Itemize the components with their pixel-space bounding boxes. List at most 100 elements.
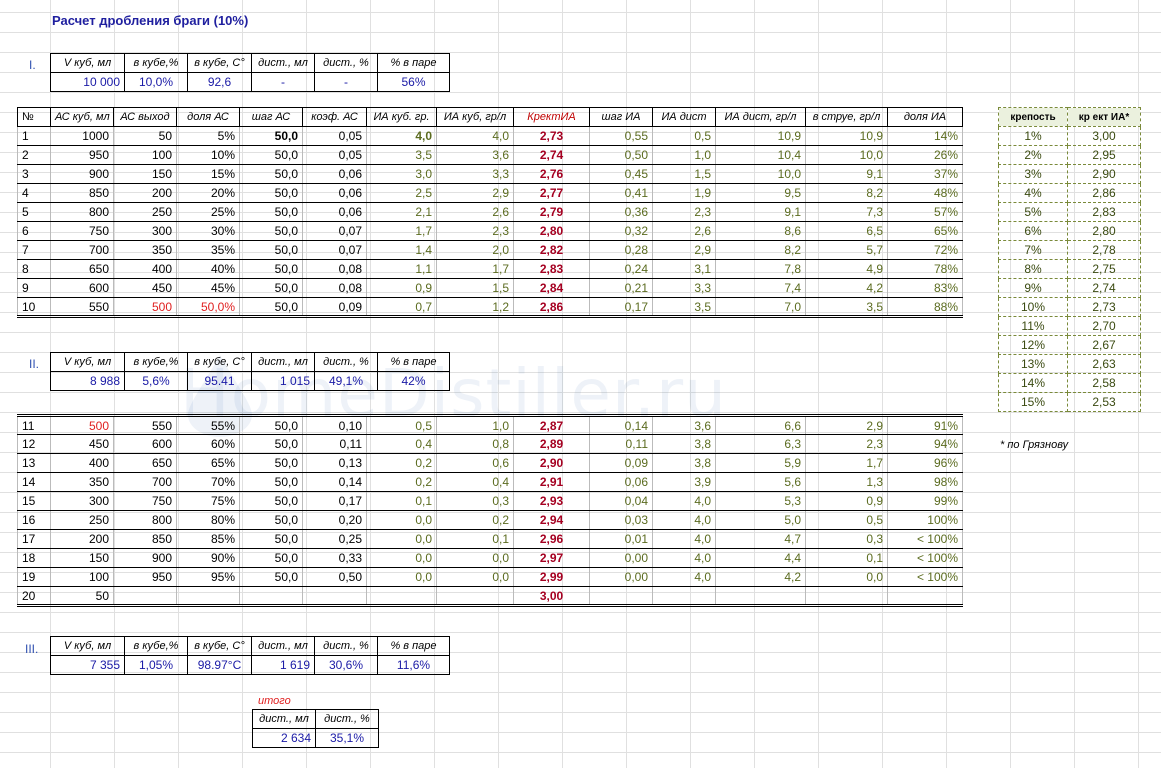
cell[interactable]: 50,0 (239, 297, 303, 318)
cell[interactable]: 0,20 (302, 510, 367, 530)
cell[interactable]: 5% (998, 202, 1068, 222)
cell[interactable]: 17 (17, 529, 51, 549)
cell[interactable]: 0,50 (589, 145, 653, 165)
cell[interactable]: 250 (50, 510, 114, 530)
cell[interactable]: 600 (50, 278, 114, 298)
cell[interactable] (589, 586, 653, 607)
cell[interactable]: 13 (17, 453, 51, 473)
cell[interactable]: 9 (17, 278, 51, 298)
cell[interactable]: 2,94 (513, 510, 590, 530)
cell[interactable]: 50,0 (239, 145, 303, 165)
cell[interactable]: 40% (176, 259, 240, 279)
cell[interactable]: 2,86 (513, 297, 590, 318)
cell[interactable]: 3,9 (652, 472, 716, 492)
cell[interactable]: 200 (50, 529, 114, 549)
cell[interactable]: 750 (50, 221, 114, 241)
cell[interactable]: 35,1% (315, 728, 379, 748)
cell[interactable]: 750 (113, 491, 177, 511)
cell[interactable]: 2,90 (1067, 164, 1141, 184)
cell[interactable]: 15% (176, 164, 240, 184)
cell[interactable]: 0,5 (652, 126, 716, 146)
cell[interactable]: 10 000 (50, 72, 125, 92)
cell[interactable]: 0,0 (366, 567, 437, 587)
cell[interactable]: 650 (113, 453, 177, 473)
cell[interactable]: 350 (113, 240, 177, 260)
cell[interactable]: 50,0 (239, 434, 303, 454)
cell[interactable]: 50,0 (239, 529, 303, 549)
cell[interactable]: 50,0 (239, 491, 303, 511)
cell[interactable]: 37% (887, 164, 963, 184)
cell[interactable]: 4,7 (715, 529, 806, 549)
cell[interactable]: 2,9 (436, 183, 514, 203)
cell[interactable]: 18 (17, 548, 51, 568)
cell[interactable]: 2 (17, 145, 51, 165)
cell[interactable]: 100% (887, 510, 963, 530)
cell[interactable]: 7,4 (715, 278, 806, 298)
cell[interactable]: 2% (998, 145, 1068, 165)
cell[interactable]: 0,08 (302, 278, 367, 298)
cell[interactable]: 6 (17, 221, 51, 241)
cell[interactable]: 0,3 (436, 491, 514, 511)
cell[interactable]: 0,09 (302, 297, 367, 318)
cell[interactable]: 4,0 (652, 567, 716, 587)
cell[interactable]: 9,1 (715, 202, 806, 222)
cell[interactable]: 50,0 (239, 183, 303, 203)
cell[interactable]: 550 (113, 414, 177, 435)
cell[interactable]: 6,3 (715, 434, 806, 454)
cell[interactable]: < 100% (887, 529, 963, 549)
cell[interactable]: 80% (176, 510, 240, 530)
cell[interactable]: 0,36 (589, 202, 653, 222)
cell[interactable]: 1 (17, 126, 51, 146)
cell[interactable]: 8,2 (805, 183, 888, 203)
cell[interactable]: 2,77 (513, 183, 590, 203)
cell[interactable]: 0,05 (302, 145, 367, 165)
cell[interactable]: 3% (998, 164, 1068, 184)
cell[interactable]: 10,0 (805, 145, 888, 165)
cell[interactable]: 83% (887, 278, 963, 298)
cell[interactable]: 1,9 (652, 183, 716, 203)
cell[interactable]: 2,63 (1067, 354, 1141, 374)
cell[interactable]: 0,32 (589, 221, 653, 241)
cell[interactable]: 0,00 (589, 567, 653, 587)
cell[interactable]: 25% (176, 202, 240, 222)
cell[interactable]: 5,6 (715, 472, 806, 492)
cell[interactable]: 50,0% (176, 297, 240, 318)
cell[interactable]: 10% (176, 145, 240, 165)
cell[interactable]: 800 (50, 202, 114, 222)
cell[interactable]: 0,2 (436, 510, 514, 530)
cell[interactable]: 2,90 (513, 453, 590, 473)
cell[interactable]: 4,2 (805, 278, 888, 298)
cell[interactable]: 98% (887, 472, 963, 492)
cell[interactable]: 60% (176, 434, 240, 454)
cell[interactable]: 4,0 (652, 548, 716, 568)
cell[interactable]: 0,25 (302, 529, 367, 549)
cell[interactable]: 3,5 (805, 297, 888, 318)
cell[interactable]: 30,6% (314, 655, 378, 675)
cell[interactable]: 3,00 (513, 586, 590, 607)
cell[interactable]: 0,00 (589, 548, 653, 568)
cell[interactable]: 88% (887, 297, 963, 318)
cell[interactable]: 16 (17, 510, 51, 530)
cell[interactable]: 50,0 (239, 259, 303, 279)
cell[interactable]: 7 355 (50, 655, 125, 675)
cell[interactable]: 4,0 (436, 126, 514, 146)
cell[interactable]: 950 (50, 145, 114, 165)
cell[interactable] (176, 586, 240, 607)
cell[interactable]: 800 (113, 510, 177, 530)
cell[interactable]: 700 (50, 240, 114, 260)
cell[interactable]: 50,0 (239, 567, 303, 587)
cell[interactable]: 57% (887, 202, 963, 222)
cell[interactable]: 0,0 (366, 548, 437, 568)
cell[interactable]: 700 (113, 472, 177, 492)
cell[interactable]: 2,53 (1067, 392, 1141, 412)
cell[interactable]: 14 (17, 472, 51, 492)
cell[interactable]: 3,5 (366, 145, 437, 165)
cell[interactable]: 300 (113, 221, 177, 241)
cell[interactable]: 3,6 (652, 414, 716, 435)
cell[interactable]: 0,5 (366, 414, 437, 435)
cell[interactable]: 50,0 (239, 548, 303, 568)
cell[interactable]: 48% (887, 183, 963, 203)
cell[interactable]: 150 (50, 548, 114, 568)
cell[interactable]: 0,07 (302, 221, 367, 241)
cell[interactable]: 4% (998, 183, 1068, 203)
